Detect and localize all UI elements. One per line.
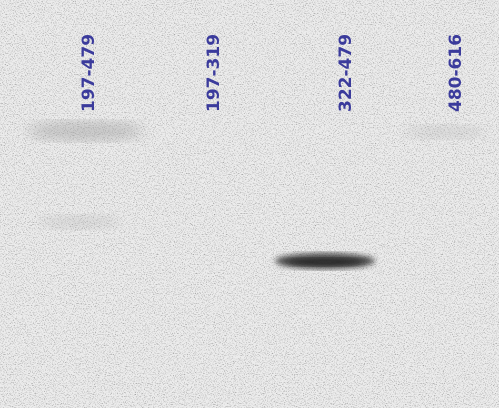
gel-noise [0, 0, 499, 408]
faint-band [405, 125, 485, 139]
strong-band-core [287, 258, 363, 266]
gel-image: 197-479 197-319 322-479 480-616 [0, 0, 499, 408]
faint-band [40, 215, 120, 229]
lane-label: 197-479 [79, 34, 99, 112]
page: 197-479197-319322-479480-616 (() => { co… [0, 0, 499, 408]
lane-label: 197-319 [204, 34, 224, 112]
faint-band [27, 121, 143, 141]
lane-label: 480-616 [446, 34, 466, 112]
lane-label: 322-479 [336, 34, 356, 112]
